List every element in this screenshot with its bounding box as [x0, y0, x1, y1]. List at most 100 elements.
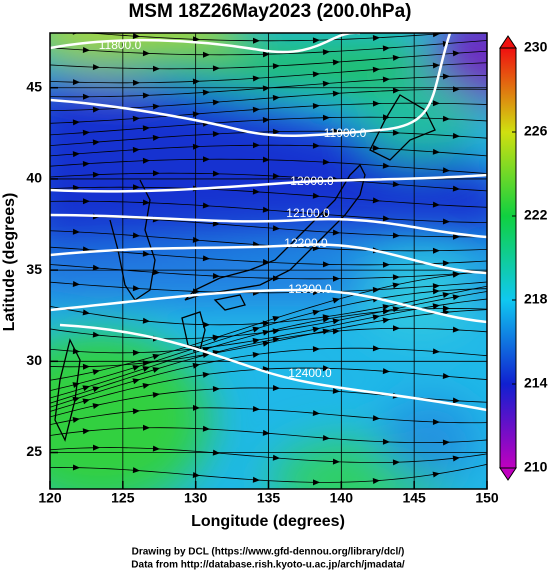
stream-arrow: [82, 398, 90, 405]
stream-arrow: [192, 472, 200, 478]
stream-arrow: [92, 139, 100, 146]
stream-arrow: [262, 259, 270, 266]
stream-arrow: [82, 93, 90, 100]
stream-arrow: [152, 367, 160, 373]
stream-arrow: [432, 33, 440, 38]
stream-arrow: [322, 365, 330, 372]
y-tick-label: 40: [26, 170, 42, 186]
streamline: [50, 463, 487, 483]
stream-arrow: [132, 184, 140, 191]
map-title: MSM 18Z26May2023 (200.0hPa): [128, 1, 411, 22]
stream-arrow: [262, 206, 270, 213]
stream-arrow: [372, 286, 380, 293]
stream-arrow: [192, 78, 200, 85]
stream-arrow: [202, 321, 210, 328]
stream-arrow: [432, 247, 440, 254]
stream-arrow: [432, 148, 440, 155]
stream-arrow: [392, 87, 400, 94]
stream-arrow: [132, 365, 140, 371]
stream-arrow: [92, 106, 100, 113]
contour-label: 11900.0: [324, 126, 367, 140]
stream-arrow: [442, 292, 450, 298]
stream-arrow: [72, 151, 80, 158]
stream-arrow: [272, 225, 280, 232]
stream-arrow: [432, 418, 440, 425]
stream-arrow: [332, 458, 340, 465]
colorbar-tick-label: 214: [524, 375, 548, 391]
stream-arrow: [432, 348, 440, 355]
stream-arrow: [92, 386, 100, 393]
coastlines: [54, 94, 436, 442]
stream-arrow: [382, 438, 390, 445]
streamline: [50, 288, 487, 392]
stream-arrow: [322, 211, 330, 218]
y-tick-label: 45: [26, 78, 42, 94]
stream-arrow: [382, 76, 390, 83]
stream-arrow: [192, 362, 200, 369]
colorbar-tick-label: 226: [524, 123, 548, 139]
stream-arrow: [372, 345, 380, 352]
stream-arrow: [312, 102, 320, 109]
stream-arrow: [132, 285, 140, 292]
stream-arrow: [202, 89, 210, 96]
streamline: [50, 62, 487, 84]
stream-arrow: [382, 308, 390, 315]
stream-arrow: [372, 35, 380, 42]
stream-arrow: [252, 75, 260, 82]
stream-arrow: [82, 160, 90, 167]
stream-arrow: [382, 317, 390, 324]
stream-arrow: [332, 387, 340, 394]
stream-arrow: [72, 119, 80, 126]
stream-arrow: [72, 382, 80, 388]
stream-arrow: [152, 170, 160, 177]
x-axis-label: Longitude (degrees): [191, 513, 345, 530]
contour-label: 12100.0: [286, 206, 330, 220]
colorbar-tick-label: 230: [524, 39, 548, 55]
stream-arrow: [192, 143, 200, 150]
stream-arrow: [152, 391, 160, 398]
streamline: [50, 172, 487, 192]
stream-arrow: [372, 314, 380, 321]
stream-arrow: [212, 273, 220, 280]
stream-arrow: [192, 236, 200, 243]
streamline: [50, 447, 487, 463]
stream-arrow: [82, 428, 90, 435]
colorbar-tick-label: 222: [524, 207, 548, 223]
stream-arrow: [152, 134, 160, 141]
x-tick-label: 140: [330, 490, 354, 506]
stream-arrow: [252, 188, 260, 195]
stream-arrow: [392, 232, 400, 239]
colorbar-scale: [499, 47, 517, 469]
stream-arrow: [192, 288, 200, 295]
stream-arrow: [212, 99, 220, 106]
stream-arrow: [432, 201, 440, 208]
stream-arrow: [92, 331, 100, 338]
stream-arrow: [382, 114, 390, 121]
stream-arrow: [132, 146, 140, 153]
footer-text: Data from http://database.rish.kyoto-u.a…: [131, 560, 405, 571]
stream-arrow: [392, 274, 400, 281]
contour-line: [50, 33, 360, 54]
streamline: [50, 407, 487, 426]
stream-arrow: [452, 185, 460, 192]
stream-arrow: [272, 454, 280, 461]
stream-arrow: [252, 405, 260, 412]
contour-label: 12400.0: [288, 366, 332, 380]
stream-arrow: [92, 444, 100, 451]
stream-arrow: [92, 64, 100, 71]
stream-arrow: [192, 36, 200, 43]
stream-arrow: [252, 337, 260, 344]
colorbar-extend: [499, 467, 517, 481]
stream-arrow: [72, 280, 80, 287]
stream-arrow: [72, 228, 80, 235]
stream-arrow: [132, 349, 140, 356]
stream-arrow: [332, 297, 340, 304]
stream-arrow: [312, 37, 320, 44]
stream-arrow: [442, 73, 450, 80]
stream-arrow: [262, 156, 270, 163]
stream-arrow: [312, 71, 320, 78]
stream-arrow: [212, 220, 220, 227]
streamline: [50, 186, 487, 208]
stream-arrow: [132, 232, 140, 239]
stream-arrow: [332, 275, 340, 282]
